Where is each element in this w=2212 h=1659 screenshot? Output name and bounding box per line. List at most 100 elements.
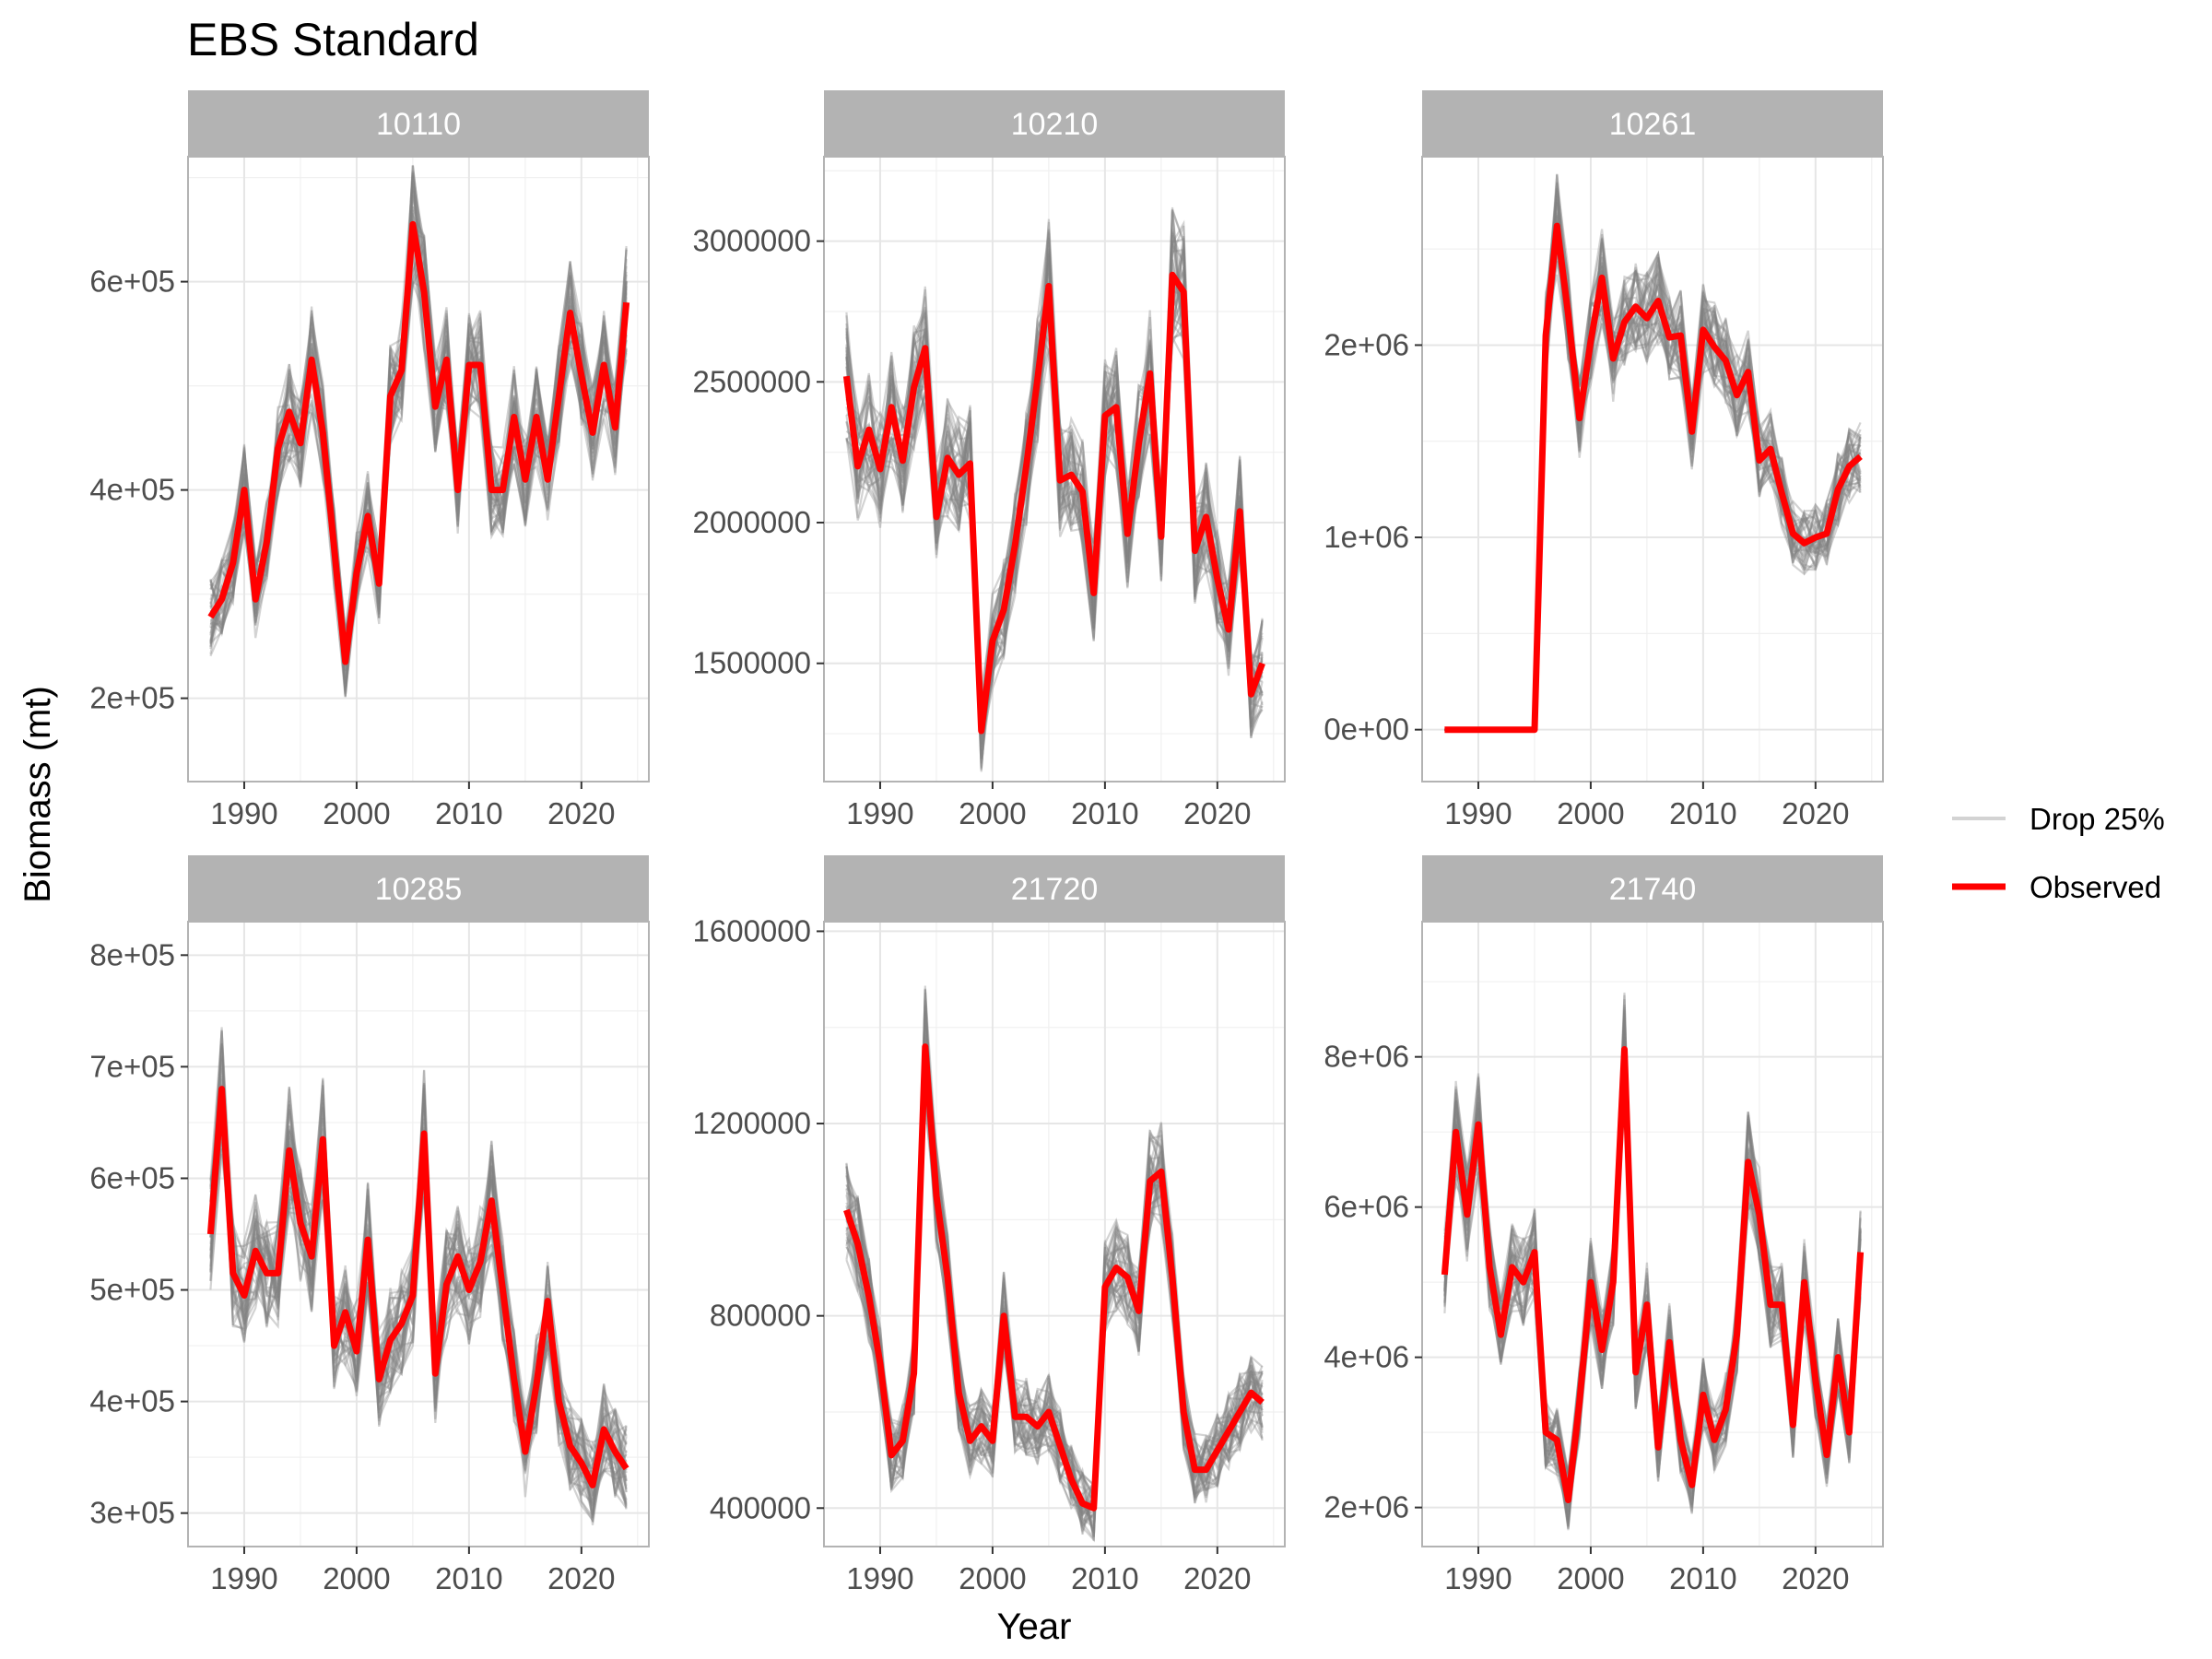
strip-bg	[1422, 855, 1883, 922]
observed-series-line	[1441, 1046, 1865, 1503]
y-tick-label: 8e+06	[1324, 1040, 1409, 1074]
y-tick-label: 3e+05	[89, 1496, 175, 1530]
x-tick-label: 2000	[323, 1561, 390, 1595]
y-tick-label: 5e+05	[89, 1273, 175, 1307]
drop-series-line	[209, 279, 628, 661]
y-tick-label: 400000	[710, 1490, 811, 1524]
drop-series-group	[845, 985, 1264, 1543]
y-tick-label: 1200000	[693, 1106, 811, 1140]
x-tick-label: 2010	[435, 1561, 502, 1595]
strip-label: 10210	[1011, 107, 1099, 142]
drop-series-line	[1444, 225, 1862, 731]
x-tick-label: 1990	[846, 1561, 913, 1595]
x-axis-title: Year	[997, 1606, 1072, 1647]
legend-label-drop: Drop 25%	[2030, 802, 2165, 836]
y-axis-title: Biomass (mt)	[18, 686, 58, 903]
drop-series-group	[1443, 992, 1862, 1531]
observed-series-line	[206, 1086, 629, 1488]
x-tick-label: 2000	[959, 1561, 1026, 1595]
x-tick-label: 1990	[846, 796, 913, 830]
strip-bg	[824, 90, 1285, 157]
drop-series-line	[210, 219, 628, 646]
y-tick-label: 2e+06	[1324, 327, 1409, 361]
y-tick-label: 6e+05	[89, 1160, 175, 1194]
drop-series-group	[1444, 173, 1862, 731]
panel-10261: 10261 1990 2000 2010 2020 0e+00 1e+06 2e+06	[1324, 90, 1884, 830]
x-tick-label: 2010	[1669, 796, 1736, 830]
x-tick-label: 2020	[1183, 1561, 1251, 1595]
y-tick-label: 1600000	[693, 913, 811, 947]
panel-border	[1421, 921, 1884, 1547]
panel-10110: 10110 1990 2000 2010 2020 2e+05 4e+05 6e+05	[89, 90, 650, 830]
x-tick-label: 2020	[547, 1561, 615, 1595]
observed-series-line	[843, 1043, 1265, 1512]
drop-series-line	[209, 171, 628, 671]
x-tick-label: 2010	[1669, 1561, 1736, 1595]
y-tick-label: 6e+05	[89, 265, 175, 299]
drop-series-line	[1444, 173, 1862, 731]
strip-label: 10261	[1609, 107, 1697, 142]
drop-series-line	[209, 224, 628, 668]
x-tick-label: 2020	[1183, 796, 1251, 830]
y-tick-label: 7e+05	[89, 1049, 175, 1083]
panel-border	[187, 921, 650, 1547]
x-tick-label: 2000	[1557, 1561, 1624, 1595]
panels-group: 10110 1990 2000 2010 2020 2e+05 4e+05 6e+05 1021…	[89, 90, 1884, 1595]
panel-10285: 10285 1990 2000 2010 2020 3e+05 4e+05 5e+05 6e+0…	[89, 855, 650, 1595]
panel-border	[1421, 156, 1884, 782]
x-tick-label: 2000	[323, 796, 390, 830]
observed-series-line	[1444, 222, 1863, 734]
y-tick-label: 8e+05	[89, 937, 175, 971]
x-tick-label: 1990	[1444, 1561, 1512, 1595]
x-tick-label: 1990	[1444, 796, 1512, 830]
drop-series-line	[209, 175, 628, 660]
y-tick-label: 4e+06	[1324, 1340, 1409, 1374]
drop-series-line	[209, 232, 628, 698]
y-tick-label: 6e+06	[1324, 1190, 1409, 1224]
x-tick-label: 2010	[435, 796, 502, 830]
panel-border	[823, 921, 1286, 1547]
drop-series-line	[845, 209, 1264, 759]
x-tick-label: 2020	[547, 796, 615, 830]
strip-bg	[188, 90, 649, 157]
y-tick-label: 1e+06	[1324, 520, 1409, 554]
y-tick-label: 2e+06	[1324, 1490, 1409, 1524]
x-tick-label: 1990	[210, 796, 277, 830]
drop-series-line	[209, 212, 628, 693]
x-tick-label: 2020	[1782, 1561, 1849, 1595]
drop-series-line	[209, 280, 628, 641]
y-tick-label: 3000000	[693, 224, 811, 258]
observed-series-line	[842, 271, 1265, 735]
observed-series-line	[207, 220, 630, 665]
strip-label: 21740	[1609, 872, 1697, 907]
strip-label: 21720	[1011, 872, 1099, 907]
drop-series-line	[1444, 190, 1862, 731]
panel-21740: 21740 1990 2000 2010 2020 2e+06 4e+06 6e+06 8e+0…	[1324, 855, 1884, 1595]
drop-series-line	[209, 189, 628, 640]
y-tick-label: 4e+05	[89, 473, 175, 507]
drop-series-line	[1444, 190, 1862, 731]
drop-series-line	[1444, 174, 1862, 731]
panel-21720: 21720 1990 2000 2010 2020 400000 800000 1200000…	[693, 855, 1286, 1595]
chart-title: EBS Standard	[187, 14, 479, 65]
x-tick-label: 1990	[210, 1561, 277, 1595]
drop-series-line	[1443, 992, 1862, 1501]
x-tick-label: 2010	[1071, 796, 1138, 830]
panel-border	[187, 156, 650, 782]
y-tick-label: 2500000	[693, 364, 811, 398]
x-tick-label: 2000	[1557, 796, 1624, 830]
drop-series-line	[1444, 174, 1861, 731]
drop-series-line	[209, 213, 628, 665]
y-tick-label: 2000000	[693, 505, 811, 539]
y-tick-label: 0e+00	[1324, 712, 1409, 747]
strip-label: 10285	[375, 872, 463, 907]
x-tick-label: 2020	[1782, 796, 1849, 830]
legend: Drop 25% Observed	[1952, 802, 2165, 904]
strip-bg	[188, 855, 649, 922]
strip-label: 10110	[376, 107, 461, 142]
strip-bg	[824, 855, 1285, 922]
y-tick-label: 4e+05	[89, 1384, 175, 1418]
x-tick-label: 2000	[959, 796, 1026, 830]
panel-border	[823, 156, 1286, 782]
y-tick-label: 800000	[710, 1299, 811, 1333]
